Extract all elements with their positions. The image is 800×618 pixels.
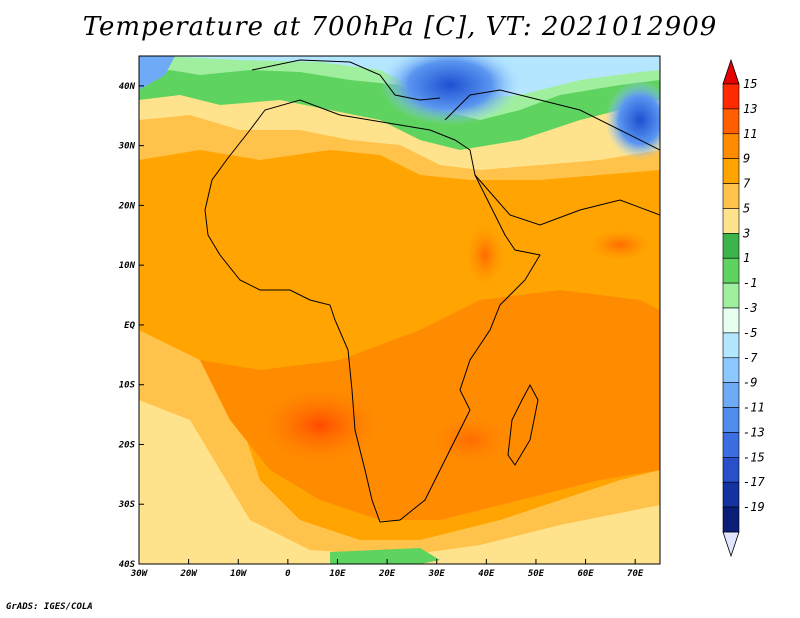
colorbar-top-arrow: [722, 58, 740, 85]
lon-tick-label: 10E: [329, 569, 346, 579]
longitude-axis: 30W 20W 10W 0 10E 20E 30E 40E 50E 60E 70E: [130, 559, 644, 579]
colorbar-label: -7: [743, 351, 758, 365]
colorbar-swatch: [722, 457, 740, 483]
temperature-field: [139, 56, 660, 564]
colorbar-swatch: [722, 133, 740, 159]
colorbar-swatch: [722, 432, 740, 458]
colorbar-label: -17: [743, 475, 765, 489]
colorbar-swatch: [722, 357, 740, 383]
lat-tick-label: EQ: [124, 321, 135, 331]
colorbar-swatch: [722, 481, 740, 508]
colorbar-label: 11: [743, 127, 757, 141]
colorbar-label: -3: [743, 301, 757, 315]
lon-tick-label: 20W: [179, 569, 198, 579]
lon-tick-label: 20E: [378, 569, 396, 579]
map-frame: [138, 55, 661, 565]
colorbar-swatch: [722, 506, 740, 533]
lon-tick-label: 40E: [478, 569, 495, 579]
map-title: Temperature at 700hPa [C], VT: 202101290…: [82, 12, 718, 42]
colorbar-label: 3: [742, 226, 750, 240]
lon-tick-label: 0: [285, 569, 291, 579]
lon-tick-label: 60E: [577, 569, 594, 579]
lat-tick-label: 10N: [119, 261, 136, 271]
lon-tick-label: 30W: [130, 569, 149, 579]
colorbar-swatch: [722, 407, 740, 433]
colorbar-swatch: [722, 208, 740, 234]
colorbar-label: -11: [743, 401, 765, 415]
colorbar-swatch: [722, 307, 740, 334]
lat-tick-label: 20N: [118, 201, 136, 211]
lat-tick-label: 20S: [118, 440, 136, 450]
latitude-axis: 40N 30N 20N 10N EQ 10S 20S 30S 40S: [118, 82, 144, 570]
colorbar-label: 9: [743, 152, 750, 166]
colorbar-swatch: [722, 108, 740, 135]
colorbar-label: 15: [743, 77, 757, 91]
colorbar-swatch: [722, 332, 740, 359]
colorbar-label: -9: [743, 376, 757, 390]
colorbar-swatch: [722, 382, 740, 408]
lon-tick-label: 10W: [230, 569, 248, 579]
colorbar-label: -19: [743, 500, 765, 514]
lat-tick-label: 40S: [119, 560, 136, 570]
lat-tick-label: 30S: [118, 500, 136, 510]
colorbar-bottom-arrow: [722, 531, 740, 558]
lon-tick-label: 30E: [428, 569, 446, 579]
colorbar-swatch: [722, 183, 740, 209]
lat-tick-label: 10S: [119, 381, 136, 391]
colorbar-label: 1: [743, 251, 750, 265]
colorbar-swatch: [722, 83, 740, 110]
grads-credit: GrADS: IGES/COLA: [6, 602, 93, 612]
colorbar-label: -1: [743, 276, 757, 290]
colorbar-swatch: [722, 257, 740, 284]
colorbar-label: -5: [743, 326, 757, 340]
colorbar-swatch: [722, 282, 740, 309]
colorbar-label: 7: [743, 177, 751, 191]
colorbar-label: 5: [743, 201, 750, 215]
colorbar-label: 13: [743, 102, 757, 116]
colorbar-label: -13: [743, 425, 765, 439]
lon-tick-label: 70E: [627, 569, 644, 579]
lat-tick-label: 30N: [118, 142, 136, 152]
colorbar-label: -15: [743, 450, 765, 464]
lon-tick-label: 50E: [528, 569, 545, 579]
colorbar-swatch: [722, 158, 740, 184]
colorbar: 15 13 11 9 7 5 3 1 -1 -3 -5 -7 -9 -11 -13 -15 -17 -19: [722, 58, 765, 558]
coastline-outline: [204, 59, 660, 523]
lat-tick-label: 40N: [119, 82, 136, 92]
colorbar-swatch: [722, 233, 740, 259]
